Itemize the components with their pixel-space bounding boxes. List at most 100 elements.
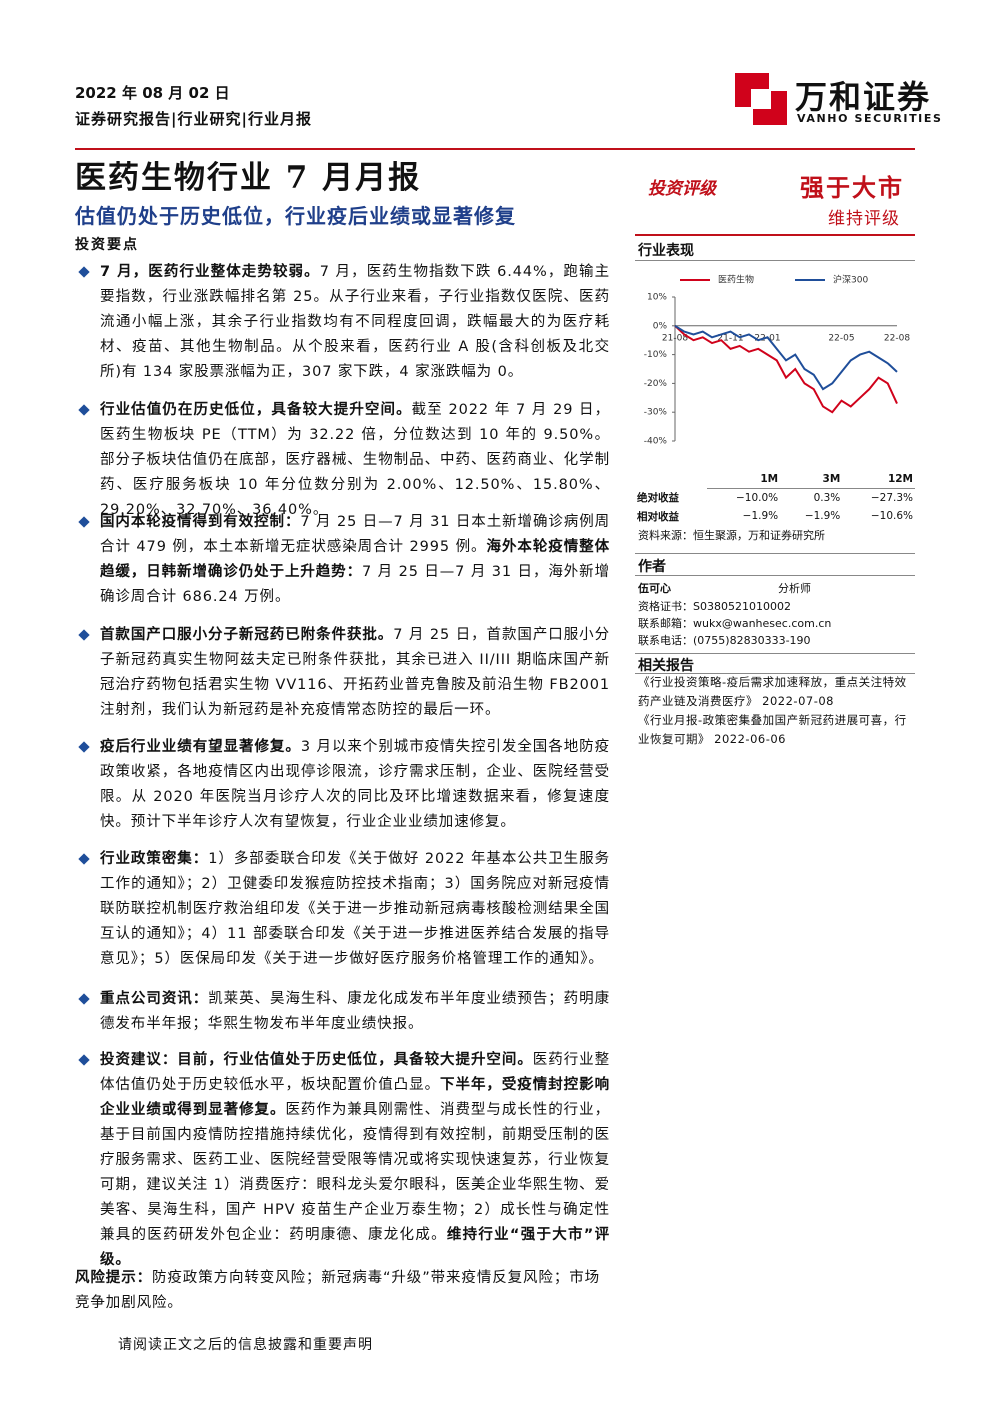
bullet-text: 3 月以来个别城市疫情失控引发全国各地防疫政策收紧，各地疫情区内出现停诊限流，诊… bbox=[100, 739, 611, 830]
x-tick-label: 21-11 bbox=[717, 333, 743, 343]
risk: 风险提示：防疫政策方向转变风险；新冠病毒“升级”带来疫情反复风险；市场竞争加剧风… bbox=[75, 1266, 610, 1316]
bullet-marker bbox=[78, 266, 90, 278]
cell: 0.3% bbox=[813, 492, 841, 504]
rating-box bbox=[635, 168, 915, 236]
performance-chart: 10%0%-10%-20%-30%-40%21-08 21-11 22-01 22-0… bbox=[644, 274, 911, 447]
divider bbox=[635, 553, 915, 554]
series-line bbox=[674, 324, 898, 391]
cell: −10.6% bbox=[870, 510, 913, 522]
related-title: 《行业月报-政策密集叠加国产新冠药进展可喜，行业恢复可期》 bbox=[638, 713, 907, 746]
bullet-marker bbox=[78, 629, 90, 641]
bullet-marker bbox=[78, 516, 90, 528]
risk-label: 风险提示： bbox=[75, 1270, 152, 1286]
bullet-marker bbox=[78, 993, 90, 1005]
rating-label: 投资评级 bbox=[648, 179, 716, 199]
row-label: 相对收益 bbox=[637, 510, 679, 523]
bullet-marker bbox=[78, 853, 90, 865]
bullet: 7 月，医药行业整体走势较弱。7 月，医药生物指数下跌 6.44%，跑输主要指数… bbox=[78, 260, 610, 385]
performance-heading: 行业表现 bbox=[638, 243, 694, 259]
related-date: 2022-06-06 bbox=[714, 732, 786, 746]
divider bbox=[635, 673, 915, 674]
table-row: 绝对收益 −10.0% 0.3% −27.3% bbox=[635, 489, 915, 508]
bullet: 投资建议：目前，行业估值处于历史低位，具备较大提升空间。医药行业整体估值仍处于历… bbox=[78, 1048, 611, 1273]
bullet-lead: 重点公司资讯： bbox=[100, 991, 209, 1007]
bullet-lead: 行业政策密集： bbox=[100, 851, 209, 867]
bullet-text: 7 月，医药生物指数下跌 6.44%，跑输主要指数，行业涨跌幅排名第 25。从子… bbox=[100, 264, 610, 380]
x-tick-label: 21-08 bbox=[662, 333, 688, 343]
cell: −1.9% bbox=[804, 510, 841, 522]
series-line bbox=[674, 325, 898, 414]
section-heading: 投资要点 bbox=[75, 237, 139, 253]
author-line: 联系邮箱：wukx@wanhesec.com.cn bbox=[638, 617, 832, 630]
logo-text: 万和证券 bbox=[795, 78, 932, 116]
y-tick-label: -10% bbox=[644, 350, 668, 360]
y-tick-label: -40% bbox=[644, 437, 668, 447]
logo-en: VANHO SECURITIES bbox=[797, 112, 943, 125]
risk-text: 防疫政策方向转变风险；新冠病毒“升级”带来疫情反复风险；市场竞争加剧风险。 bbox=[75, 1270, 601, 1311]
author-line: 资格证书：S0380521010002 bbox=[638, 600, 791, 613]
report-date: 2022 年 08 月 02 日 bbox=[75, 84, 230, 102]
bullet-lead: 投资建议：目前，行业估值处于历史低位，具备较大提升空间。 bbox=[100, 1052, 533, 1068]
bullet-marker bbox=[78, 741, 90, 753]
x-tick-label: 22-08 bbox=[884, 333, 910, 343]
bullet-lead: 疫后行业业绩有望显著修复。 bbox=[100, 739, 301, 755]
related-date: 2022-07-08 bbox=[762, 694, 834, 708]
y-tick-label: 0% bbox=[653, 321, 668, 331]
cell: −1.9% bbox=[742, 510, 779, 522]
legend-label: 沪深300 bbox=[833, 274, 868, 286]
column-header: 12M bbox=[842, 470, 915, 489]
bullet-text: 医药作为兼具刚需性、消费型与成长性的行业，基于目前国内疫情防控措施持续优化，疫情… bbox=[100, 1102, 610, 1243]
title: 医药生物行业 7 月月报 bbox=[75, 160, 422, 196]
author-heading: 作者 bbox=[638, 559, 666, 575]
table-row: 相对收益 −1.9% −1.9% −10.6% bbox=[635, 507, 915, 525]
bullet: 疫后行业业绩有望显著修复。3 月以来个别城市疫情失控引发全国各地防疫政策收紧，各… bbox=[78, 735, 611, 835]
related-heading: 相关报告 bbox=[638, 658, 694, 674]
row-label: 绝对收益 bbox=[637, 492, 679, 505]
author-name: 伍可心 bbox=[638, 582, 671, 595]
bullet-marker bbox=[78, 1054, 90, 1066]
bullet-text: 凯莱英、昊海生科、康龙化成发布半年度业绩预告；药明康德发布半年报；华熙生物发布半… bbox=[100, 991, 610, 1032]
bullet-lead: 维持行业“强于大市”评级。 bbox=[100, 1227, 610, 1268]
bullet-marker bbox=[78, 404, 90, 416]
returns-table: 1M 3M 12M 绝对收益 −10.0% 0.3% −27.3% 相对收益 −1.9% −1.9… bbox=[635, 470, 915, 525]
header-rule bbox=[75, 148, 915, 150]
cell: −10.0% bbox=[735, 492, 779, 504]
bullet-text: 7 月 25 日—7 月 31 日，海外新增确诊周合计 686.24 万例。 bbox=[100, 564, 610, 605]
bullet: 行业政策密集：1）多部委联合印发《关于做好 2022 年基本公共卫生服务工作的通… bbox=[78, 847, 610, 972]
related-item: 《行业月报-政策密集叠加国产新冠药进展可喜，行业恢复可期》 2022-06-06 bbox=[638, 711, 913, 749]
bullet-lead: 7 月，医药行业整体走势较弱。 bbox=[100, 264, 320, 280]
breadcrumb: 证券研究报告|行业研究|行业月报 bbox=[75, 110, 312, 128]
bullet: 国内本轮疫情得到有效控制：7 月 25 日—7 月 31 日本土新增确诊病例周合… bbox=[78, 510, 610, 610]
rating-note: 维持评级 bbox=[828, 209, 900, 229]
bullet-lead: 首款国产口服小分子新冠药已附条件获批。 bbox=[100, 627, 394, 643]
column-header: 1M bbox=[707, 470, 781, 489]
author-line: 联系电话：(0755)82830333-190 bbox=[638, 634, 811, 647]
footer: 请阅读正文之后的信息披露和重要声明 bbox=[118, 1337, 373, 1353]
x-tick-label: 22-05 bbox=[828, 333, 854, 343]
cell: −27.3% bbox=[870, 492, 913, 504]
bullet-lead: 国内本轮疫情得到有效控制： bbox=[100, 514, 301, 530]
logo-mark bbox=[735, 73, 787, 125]
divider bbox=[635, 653, 915, 654]
header-cell bbox=[635, 470, 707, 489]
bullet-text: 7 月 25 日，首款国产口服小分子新冠药真实生物阿兹夫定已附条件获批，其余已进… bbox=[100, 627, 610, 718]
y-tick-label: -30% bbox=[644, 408, 668, 418]
bullet-lead: 下半年，受疫情封控影响企业业绩或得到显著修复。 bbox=[100, 1077, 610, 1118]
bullet-text: 医药行业整体估值仍处于历史较低水平，板块配置价值凸显。 bbox=[100, 1052, 611, 1093]
y-tick-label: 10% bbox=[647, 293, 667, 303]
bullet: 重点公司资讯：凯莱英、昊海生科、康龙化成发布半年度业绩预告；药明康德发布半年报；… bbox=[78, 987, 610, 1037]
bullet: 行业估值仍在历史低位，具备较大提升空间。截至 2022 年 7 月 29 日，医… bbox=[78, 398, 610, 523]
divider bbox=[635, 260, 915, 261]
legend-label: 医药生物 bbox=[718, 274, 754, 286]
bullet: 首款国产口服小分子新冠药已附条件获批。7 月 25 日，首款国产口服小分子新冠药… bbox=[78, 623, 610, 723]
bullet-lead: 海外本轮疫情整体趋缓，日韩新增确诊仍处于上升趋势： bbox=[100, 539, 610, 580]
source: 资料来源：恒生聚源，万和证券研究所 bbox=[638, 529, 825, 542]
divider bbox=[635, 575, 915, 576]
y-tick-label: -20% bbox=[644, 379, 668, 389]
bullet-lead: 行业估值仍在历史低位，具备较大提升空间。 bbox=[100, 402, 412, 418]
author-role: 分析师 bbox=[778, 582, 811, 595]
related-title: 《行业投资策略-疫后需求加速释放，重点关注特效药产业链及消费医疗》 bbox=[638, 675, 907, 708]
related-item: 《行业投资策略-疫后需求加速释放，重点关注特效药产业链及消费医疗》 2022-0… bbox=[638, 673, 913, 711]
bullet-text: 1）多部委联合印发《关于做好 2022 年基本公共卫生服务工作的通知》；2）卫健… bbox=[100, 851, 610, 967]
